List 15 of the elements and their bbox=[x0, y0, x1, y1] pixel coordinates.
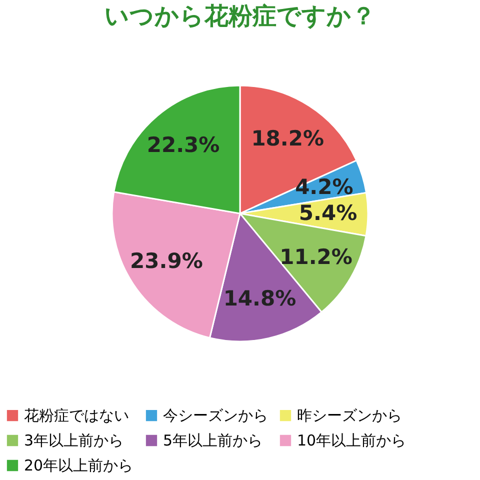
legend-label: 花粉症ではない bbox=[24, 406, 129, 425]
legend-label: 昨シーズンから bbox=[297, 406, 402, 425]
legend-label: 20年以上前から bbox=[24, 456, 134, 474]
legend-label: 10年以上前から bbox=[297, 432, 406, 450]
legend-label: 5年以上前から bbox=[163, 432, 263, 450]
data-label: 14.8% bbox=[223, 286, 296, 310]
chart-title: いつから花粉症ですか？ bbox=[104, 2, 376, 30]
data-label: 11.2% bbox=[280, 244, 352, 269]
data-label: 22.3% bbox=[146, 133, 220, 158]
data-label: 18.2% bbox=[251, 126, 324, 150]
data-label: 4.2% bbox=[295, 174, 354, 199]
legend-label: 今シーズンから bbox=[163, 406, 268, 425]
legend-label: 3年以上前から bbox=[24, 432, 124, 450]
data-label: 5.4% bbox=[298, 201, 358, 226]
data-label: 23.9% bbox=[130, 248, 203, 273]
